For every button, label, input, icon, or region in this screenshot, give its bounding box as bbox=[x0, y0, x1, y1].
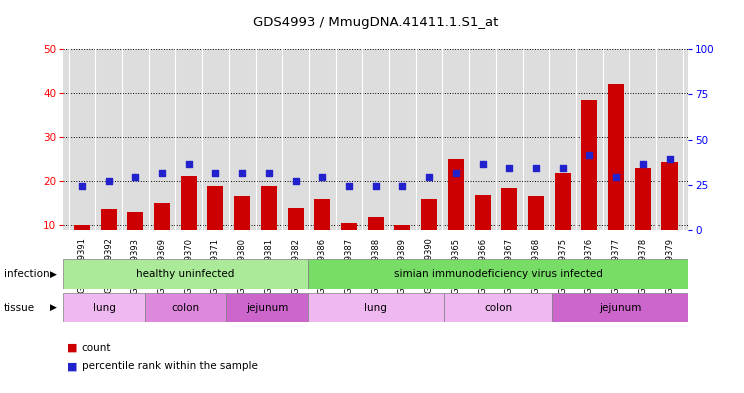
Point bbox=[610, 174, 622, 180]
Point bbox=[183, 161, 195, 167]
Bar bbox=[226, 293, 308, 322]
Text: count: count bbox=[82, 343, 112, 353]
Text: colon: colon bbox=[171, 303, 199, 312]
Bar bbox=[308, 293, 443, 322]
Bar bbox=[475, 195, 490, 270]
Point bbox=[156, 169, 168, 176]
Point bbox=[316, 174, 328, 180]
Point bbox=[503, 165, 515, 171]
Bar bbox=[145, 293, 226, 322]
Point bbox=[557, 165, 568, 171]
Bar bbox=[581, 100, 597, 270]
Point bbox=[76, 183, 88, 189]
Point bbox=[289, 178, 301, 185]
Text: healthy uninfected: healthy uninfected bbox=[136, 269, 234, 279]
Bar bbox=[421, 199, 437, 270]
Bar bbox=[443, 293, 552, 322]
Bar bbox=[234, 195, 250, 270]
Text: ■: ■ bbox=[67, 361, 77, 371]
Bar bbox=[552, 293, 688, 322]
Bar bbox=[181, 176, 196, 270]
Text: tissue: tissue bbox=[4, 303, 35, 312]
Point bbox=[129, 174, 141, 180]
Point bbox=[210, 169, 222, 176]
Bar bbox=[368, 217, 384, 270]
Bar bbox=[501, 188, 517, 270]
Point bbox=[664, 156, 676, 162]
Point bbox=[343, 183, 355, 189]
Point bbox=[583, 152, 595, 158]
Bar bbox=[528, 195, 544, 270]
Bar bbox=[100, 209, 117, 270]
Text: simian immunodeficiency virus infected: simian immunodeficiency virus infected bbox=[394, 269, 603, 279]
Text: jejunum: jejunum bbox=[246, 303, 288, 312]
Bar bbox=[63, 293, 145, 322]
Bar bbox=[208, 186, 223, 270]
Bar bbox=[608, 84, 624, 270]
Point bbox=[477, 161, 489, 167]
Bar bbox=[308, 259, 688, 289]
Text: lung: lung bbox=[365, 303, 387, 312]
Bar bbox=[314, 199, 330, 270]
Bar bbox=[127, 212, 144, 270]
Bar bbox=[74, 225, 90, 270]
Text: GDS4993 / MmugDNA.41411.1.S1_at: GDS4993 / MmugDNA.41411.1.S1_at bbox=[253, 16, 498, 29]
Point bbox=[450, 169, 462, 176]
Point bbox=[370, 183, 382, 189]
Text: ■: ■ bbox=[67, 343, 77, 353]
Bar bbox=[635, 168, 651, 270]
Point bbox=[423, 174, 435, 180]
Bar bbox=[63, 259, 308, 289]
Point bbox=[263, 169, 275, 176]
Text: percentile rank within the sample: percentile rank within the sample bbox=[82, 361, 257, 371]
Text: jejunum: jejunum bbox=[599, 303, 641, 312]
Bar bbox=[261, 186, 277, 270]
Bar bbox=[154, 204, 170, 270]
Point bbox=[237, 169, 248, 176]
Text: ▶: ▶ bbox=[50, 303, 57, 312]
Text: infection: infection bbox=[4, 269, 49, 279]
Text: ▶: ▶ bbox=[50, 270, 57, 279]
Bar bbox=[288, 208, 304, 270]
Point bbox=[637, 161, 649, 167]
Bar bbox=[555, 173, 571, 270]
Point bbox=[530, 165, 542, 171]
Bar bbox=[394, 225, 411, 270]
Text: lung: lung bbox=[92, 303, 115, 312]
Bar bbox=[448, 159, 464, 270]
Bar bbox=[661, 162, 678, 270]
Text: colon: colon bbox=[484, 303, 512, 312]
Point bbox=[397, 183, 408, 189]
Bar bbox=[341, 223, 357, 270]
Point bbox=[103, 178, 115, 185]
